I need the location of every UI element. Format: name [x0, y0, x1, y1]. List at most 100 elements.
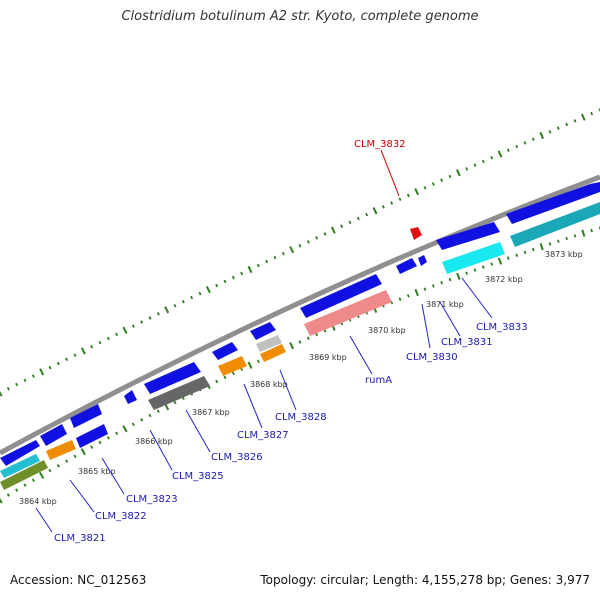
scale-tick [31, 478, 35, 483]
scale-tick [15, 382, 19, 387]
scale-tick [215, 283, 219, 288]
scale-tick [515, 144, 519, 149]
gene-label-clm-3822[interactable]: CLM_3822 [95, 511, 147, 522]
scale-tick [423, 287, 427, 291]
scale-tick [390, 201, 394, 205]
feature-block[interactable] [46, 440, 76, 460]
feature-block[interactable] [510, 202, 600, 247]
scale-tick [315, 236, 319, 240]
scale-tick [56, 464, 60, 468]
leader-line [243, 383, 263, 429]
scale-tick [65, 459, 69, 463]
accession-text: Accession: NC_012563 [10, 573, 147, 587]
cds-arrow[interactable] [436, 222, 500, 250]
scale-tick [164, 306, 170, 314]
scale-tick [365, 212, 369, 217]
scale-tick [231, 371, 235, 376]
scale-tick [398, 197, 402, 201]
scale-tick [532, 247, 535, 252]
scale-tick [306, 336, 310, 340]
scale-tick [122, 425, 128, 433]
scale-tick [115, 431, 119, 436]
cds-arrow[interactable] [76, 424, 108, 448]
leader-line [185, 409, 211, 453]
scale-tick [273, 255, 277, 260]
scale-tick [340, 224, 344, 228]
gene-label-clm-3827[interactable]: CLM_3827 [237, 430, 289, 441]
scale-tick [323, 232, 327, 236]
scale-tick [548, 130, 552, 134]
feature-block[interactable] [148, 376, 210, 410]
scale-tick [573, 234, 577, 238]
leader-line [101, 457, 125, 495]
gene-label-clm-3830[interactable]: CLM_3830 [406, 352, 458, 363]
scale-tick [289, 342, 295, 350]
scale-tick [581, 229, 586, 237]
scale-tick [315, 332, 319, 337]
gene-label-clm-3831[interactable]: CLM_3831 [441, 337, 493, 348]
feature-block[interactable] [256, 335, 282, 352]
scale-tick [173, 303, 177, 308]
scale-tick [481, 159, 485, 164]
cds-arrow[interactable] [212, 342, 238, 360]
gene-label-clm-3828[interactable]: CLM_3828 [275, 412, 327, 423]
scale-tick [156, 312, 160, 316]
leader-line [461, 277, 493, 319]
scale-tick [90, 345, 94, 349]
gene-label-clm-3832[interactable]: CLM_3832 [354, 139, 406, 150]
feature-block[interactable] [304, 290, 392, 336]
kbp-scale: 3864 kbp 3865 kbp 3866 kbp 3867 kbp 3868… [19, 250, 583, 506]
gene-label-clm-3833[interactable]: CLM_3833 [476, 322, 528, 333]
scale-tick [306, 240, 310, 244]
scale-tick [406, 294, 410, 298]
genome-backbone [0, 174, 600, 456]
feature-block[interactable] [0, 460, 48, 490]
cds-arrow[interactable] [250, 322, 276, 340]
scale-tick [247, 265, 253, 274]
gene-label-clm-3826[interactable]: CLM_3826 [211, 452, 263, 463]
scale-tick [140, 418, 144, 422]
scale-tick [590, 228, 593, 233]
cds-arrow[interactable] [0, 440, 40, 466]
scale-tick [73, 454, 77, 459]
cds-arrow[interactable] [144, 362, 201, 394]
gene-label-clm-3823[interactable]: CLM_3823 [126, 494, 178, 505]
gene-label-clm-3825[interactable]: CLM_3825 [172, 471, 224, 482]
scale-tick [148, 413, 152, 418]
leader-line [35, 507, 53, 533]
cds-arrow[interactable] [506, 182, 600, 224]
scale-tick [565, 122, 569, 127]
gene-labels: CLM_3821 CLM_3822 CLM_3823 CLM_3825 CLM_… [54, 139, 528, 544]
scale-tick [465, 167, 469, 171]
scale-tick [215, 379, 219, 384]
feature-block[interactable] [260, 344, 286, 362]
gene-label-ruma[interactable]: rumA [365, 375, 392, 386]
kbp-label: 3869 kbp [309, 353, 347, 362]
scale-tick [456, 272, 461, 280]
scale-tick [356, 216, 360, 221]
scale-tick [131, 324, 135, 328]
cds-arrow[interactable] [40, 424, 67, 446]
cds-arrow[interactable] [124, 390, 137, 404]
cds-arrow[interactable] [396, 258, 417, 274]
feature-block[interactable] [0, 454, 40, 478]
leader-line [69, 479, 95, 513]
scale-tick [372, 207, 378, 215]
kbp-label: 3867 kbp [192, 408, 230, 417]
leader-line [421, 303, 431, 349]
feature-block[interactable] [218, 356, 247, 376]
scale-tick [106, 336, 110, 341]
gene-label-clm-3821[interactable]: CLM_3821 [54, 533, 106, 544]
scale-tick [348, 220, 352, 225]
highlight-marker[interactable] [410, 227, 422, 240]
scale-tick [73, 353, 77, 357]
cds-arrow[interactable] [300, 274, 382, 318]
cds-arrow[interactable] [418, 255, 427, 266]
feature-block[interactable] [442, 242, 505, 274]
scale-tick [523, 250, 527, 255]
scale-tick [223, 279, 227, 284]
scale-tick [48, 468, 52, 473]
cds-arrow[interactable] [70, 404, 102, 428]
kbp-label: 3872 kbp [485, 275, 523, 284]
